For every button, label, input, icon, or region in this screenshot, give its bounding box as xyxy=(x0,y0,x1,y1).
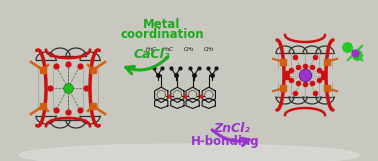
FancyArrowPatch shape xyxy=(126,57,168,74)
Text: Metal: Metal xyxy=(143,18,181,31)
Text: $CH_3$: $CH_3$ xyxy=(203,45,215,54)
Ellipse shape xyxy=(19,144,359,161)
FancyArrowPatch shape xyxy=(212,130,249,146)
Text: $CH_3$: $CH_3$ xyxy=(183,45,195,54)
Text: CaCl₂: CaCl₂ xyxy=(134,48,170,61)
Text: ZnCl₂: ZnCl₂ xyxy=(214,122,251,135)
Text: $H_3C$: $H_3C$ xyxy=(162,45,174,54)
Text: coordination: coordination xyxy=(120,28,204,41)
Text: $H_3C$: $H_3C$ xyxy=(145,45,157,54)
Text: H-bonding: H-bonding xyxy=(191,135,259,148)
